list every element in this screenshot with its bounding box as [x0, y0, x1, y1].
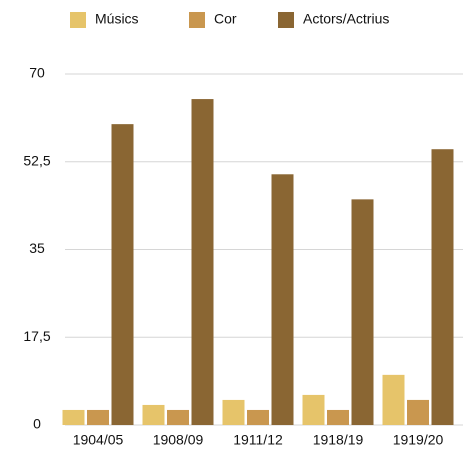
- y-tick-label: 70: [29, 65, 45, 81]
- x-tick-label: 1908/09: [153, 432, 204, 448]
- x-tick-label: 1918/19: [313, 432, 364, 448]
- bar: [431, 149, 454, 425]
- legend-label: Músics: [95, 11, 139, 27]
- bar: [271, 174, 294, 425]
- legend-label: Cor: [214, 11, 237, 27]
- legend-swatch: [70, 12, 86, 28]
- bar: [167, 409, 189, 425]
- bar: [111, 124, 134, 426]
- x-tick-label: 1911/12: [233, 432, 283, 448]
- y-tick-label: 0: [33, 416, 41, 432]
- legend-swatch: [278, 12, 294, 28]
- legend-label: Actors/Actrius: [303, 11, 389, 27]
- bar: [142, 404, 165, 425]
- bar: [327, 409, 349, 425]
- bar: [222, 399, 245, 425]
- x-tick-label: 1919/20: [393, 432, 444, 448]
- bar: [407, 399, 429, 425]
- bar: [191, 99, 214, 426]
- bar: [302, 394, 325, 425]
- legend-swatch: [189, 12, 205, 28]
- bar: [382, 374, 405, 425]
- x-tick-label: 1904/05: [73, 432, 124, 448]
- y-tick-label: 52,5: [23, 152, 50, 168]
- bar: [247, 409, 269, 425]
- bar: [351, 199, 374, 425]
- bar: [62, 409, 85, 425]
- y-tick-label: 35: [29, 240, 45, 256]
- y-tick-label: 17,5: [23, 328, 50, 344]
- bar: [87, 409, 109, 425]
